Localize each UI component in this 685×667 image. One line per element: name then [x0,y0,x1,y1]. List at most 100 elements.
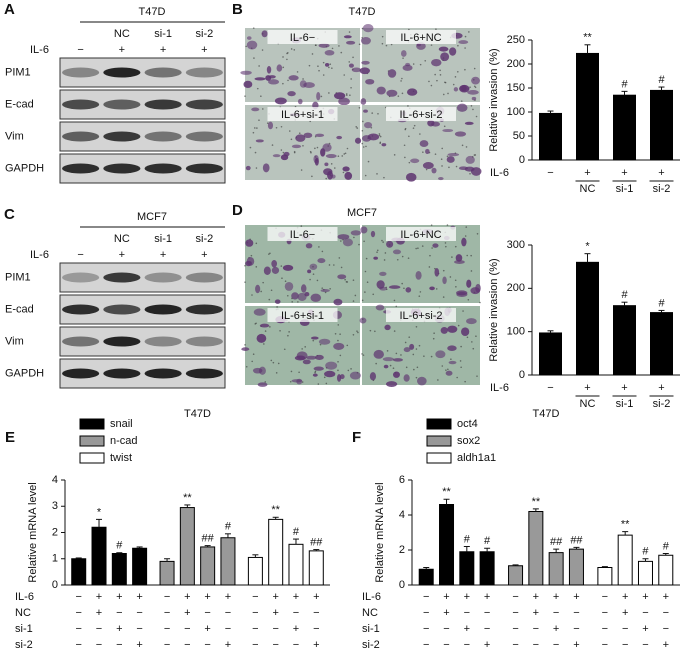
treatment-sign: − [75,623,81,635]
stained-cell [314,354,324,360]
pore [245,365,248,368]
band [62,67,100,78]
stained-cell [313,366,324,371]
stained-cell [349,371,361,380]
pore [377,112,379,115]
treatment-sign: + [584,167,590,179]
y-tick-label: 4 [52,474,58,486]
pore [366,281,369,284]
pore [352,279,355,281]
pore [370,126,373,129]
stained-cell [258,366,266,375]
stained-cell [461,327,470,337]
treatment-sign: − [663,623,669,635]
stained-cell [359,317,367,324]
stained-cell [316,92,321,101]
y-tick-label: 100 [507,326,525,338]
pore [367,160,370,163]
pore [318,246,320,248]
stained-cell [376,280,385,289]
stained-cell [324,370,336,378]
treatment-sign: + [663,591,669,603]
micrograph-label: IL-6+si-1 [281,109,324,121]
stained-cell [310,293,322,302]
pore [288,331,290,333]
pore [404,156,406,159]
treatment-sign: + [658,167,664,179]
bar [539,332,562,376]
pore [456,376,458,379]
bar [288,543,304,586]
pore [457,324,460,327]
pore [316,279,319,282]
band [185,163,223,174]
pore [338,257,341,259]
stained-cell [447,152,460,157]
y-tick-label: 0 [399,579,405,591]
pore [252,353,255,356]
treatment-sign: + [184,607,190,619]
significance: ** [183,492,192,504]
pore [442,296,445,298]
treatment-sign: − [464,639,470,651]
y-tick-label: 300 [507,239,525,251]
band [62,336,100,347]
stained-cell [318,338,331,345]
stained-cell [376,86,386,95]
band [185,304,223,315]
bar [613,94,636,161]
pore [282,151,285,154]
pore [469,86,471,89]
label-backdrop [386,107,456,121]
stained-cell [446,156,455,163]
treatment-sign: + [225,639,231,651]
pore [290,138,293,141]
stained-cell [453,87,459,92]
label-backdrop [267,308,338,322]
micrograph-label: IL-6+NC [400,32,441,44]
treatment-sign: − [225,607,231,619]
pore [364,174,367,177]
treatment-sign: + [119,44,125,56]
pore [345,93,348,95]
stained-cell [256,333,267,343]
pore [264,381,267,383]
pore [291,301,294,303]
pore [340,51,343,54]
treatment-sign: − [423,607,429,619]
pore [268,253,270,255]
stained-cell [343,35,352,39]
band [144,163,182,174]
pore [408,336,411,338]
stained-cell [403,374,410,382]
treatment-sign: − [77,249,83,261]
pore [280,125,283,128]
stained-cell [442,128,454,133]
stained-cell [405,172,417,182]
pore [476,375,478,377]
stained-cell [403,347,411,353]
stained-cell [324,63,330,67]
treatment-sign: + [204,591,210,603]
significance: # [658,297,665,309]
pore [244,264,246,267]
pore [288,130,291,132]
stained-cell [393,371,400,378]
significance: ** [271,504,280,516]
treatment-label: IL-6 [490,382,509,394]
pore [319,343,322,346]
label-backdrop [267,227,338,241]
stained-cell [392,358,404,362]
stained-cell [464,121,474,125]
pore [407,105,409,107]
pore [460,100,463,102]
pore [358,43,361,46]
stained-cell [288,75,299,81]
treatment-sign: + [484,591,490,603]
pore [282,56,284,58]
treatment-sign: − [75,639,81,651]
stained-cell [387,69,397,78]
pore [473,67,476,70]
treatment-sign: − [602,623,608,635]
stained-cell [327,170,333,180]
